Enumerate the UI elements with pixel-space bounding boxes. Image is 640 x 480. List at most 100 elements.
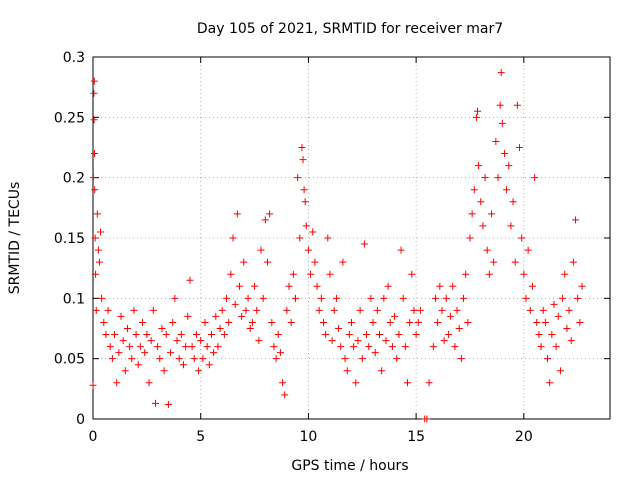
data-point: [546, 379, 554, 387]
data-point: [214, 343, 222, 351]
data-point: [156, 355, 164, 363]
data-point: [192, 331, 200, 339]
data-point: [141, 349, 149, 357]
data-point: [302, 222, 310, 230]
data-point: [117, 312, 125, 320]
data-point: [311, 258, 319, 266]
data-point: [106, 343, 114, 351]
data-point: [207, 331, 215, 339]
data-point: [242, 306, 250, 314]
data-point: [257, 246, 265, 254]
data-point: [233, 210, 241, 218]
data-point: [526, 306, 534, 314]
data-point: [472, 113, 480, 121]
data-point: [307, 270, 315, 278]
data-point: [259, 294, 267, 302]
data-point: [376, 331, 384, 339]
data-point: [169, 318, 177, 326]
data-point: [126, 343, 134, 351]
data-point: [535, 331, 543, 339]
data-point: [561, 270, 569, 278]
data-point: [102, 331, 110, 339]
data-point: [205, 361, 213, 369]
axis-ticks: 0 0.05 0.1 0.15 0.2 0.25 0.3 0 5 10 15 20: [54, 50, 610, 445]
data-point: [139, 318, 147, 326]
data-point: [147, 337, 155, 345]
data-point: [98, 294, 106, 302]
data-point: [507, 222, 515, 230]
data-point: [90, 89, 98, 97]
data-point: [382, 337, 390, 345]
data-point: [285, 282, 293, 290]
data-point: [404, 379, 412, 387]
data-point: [143, 331, 151, 339]
data-point: [251, 282, 259, 290]
grid: [93, 57, 610, 419]
data-point: [522, 294, 530, 302]
data-point: [91, 234, 99, 242]
data-point: [565, 306, 573, 314]
data-point: [197, 337, 205, 345]
data-point: [434, 318, 442, 326]
data-point: [410, 306, 418, 314]
data-point: [171, 294, 179, 302]
data-point: [91, 186, 99, 194]
data-point: [337, 343, 345, 351]
data-point: [399, 294, 407, 302]
data-point: [567, 337, 575, 345]
data-point: [533, 318, 541, 326]
data-point: [121, 367, 129, 375]
data-point: [354, 337, 362, 345]
chart-title: Day 105 of 2021, SRMTID for receiver mar…: [197, 21, 503, 37]
data-point: [572, 216, 580, 224]
data-point: [279, 379, 287, 387]
data-point: [447, 312, 455, 320]
data-point: [552, 343, 560, 351]
data-point: [457, 355, 465, 363]
data-point: [518, 234, 526, 242]
data-point: [225, 318, 233, 326]
data-point: [164, 401, 172, 409]
data-point: [386, 318, 394, 326]
data-point: [301, 198, 309, 206]
data-point: [229, 234, 237, 242]
data-point: [132, 331, 140, 339]
data-point: [539, 306, 547, 314]
data-point: [240, 258, 248, 266]
data-point: [92, 306, 100, 314]
x-tick-label: 5: [196, 429, 205, 445]
data-point: [223, 294, 231, 302]
data-point: [412, 331, 420, 339]
x-tick-label: 0: [89, 429, 98, 445]
data-point: [298, 144, 306, 151]
data-point: [449, 282, 457, 290]
data-point: [485, 270, 493, 278]
data-point: [212, 312, 220, 320]
data-point: [136, 343, 144, 351]
data-point: [348, 318, 355, 326]
data-point: [231, 300, 239, 308]
data-point: [309, 228, 317, 236]
data-point: [113, 379, 121, 387]
data-point: [289, 270, 297, 278]
data-point: [328, 337, 336, 345]
data-point: [531, 174, 539, 182]
data-point: [199, 355, 207, 363]
data-point: [190, 355, 198, 363]
data-point: [378, 367, 386, 375]
data-point: [497, 69, 505, 77]
data-point: [481, 174, 489, 182]
data-point: [496, 101, 504, 109]
data-point: [227, 270, 235, 278]
data-point: [488, 210, 496, 218]
data-point: [455, 325, 463, 332]
data-point: [505, 162, 513, 170]
data-point: [464, 318, 472, 326]
data-point: [438, 306, 446, 314]
data-point: [263, 258, 271, 266]
data-point: [184, 312, 192, 320]
y-tick-label: 0.3: [63, 50, 85, 66]
data-point: [283, 306, 291, 314]
data-point: [490, 258, 498, 266]
